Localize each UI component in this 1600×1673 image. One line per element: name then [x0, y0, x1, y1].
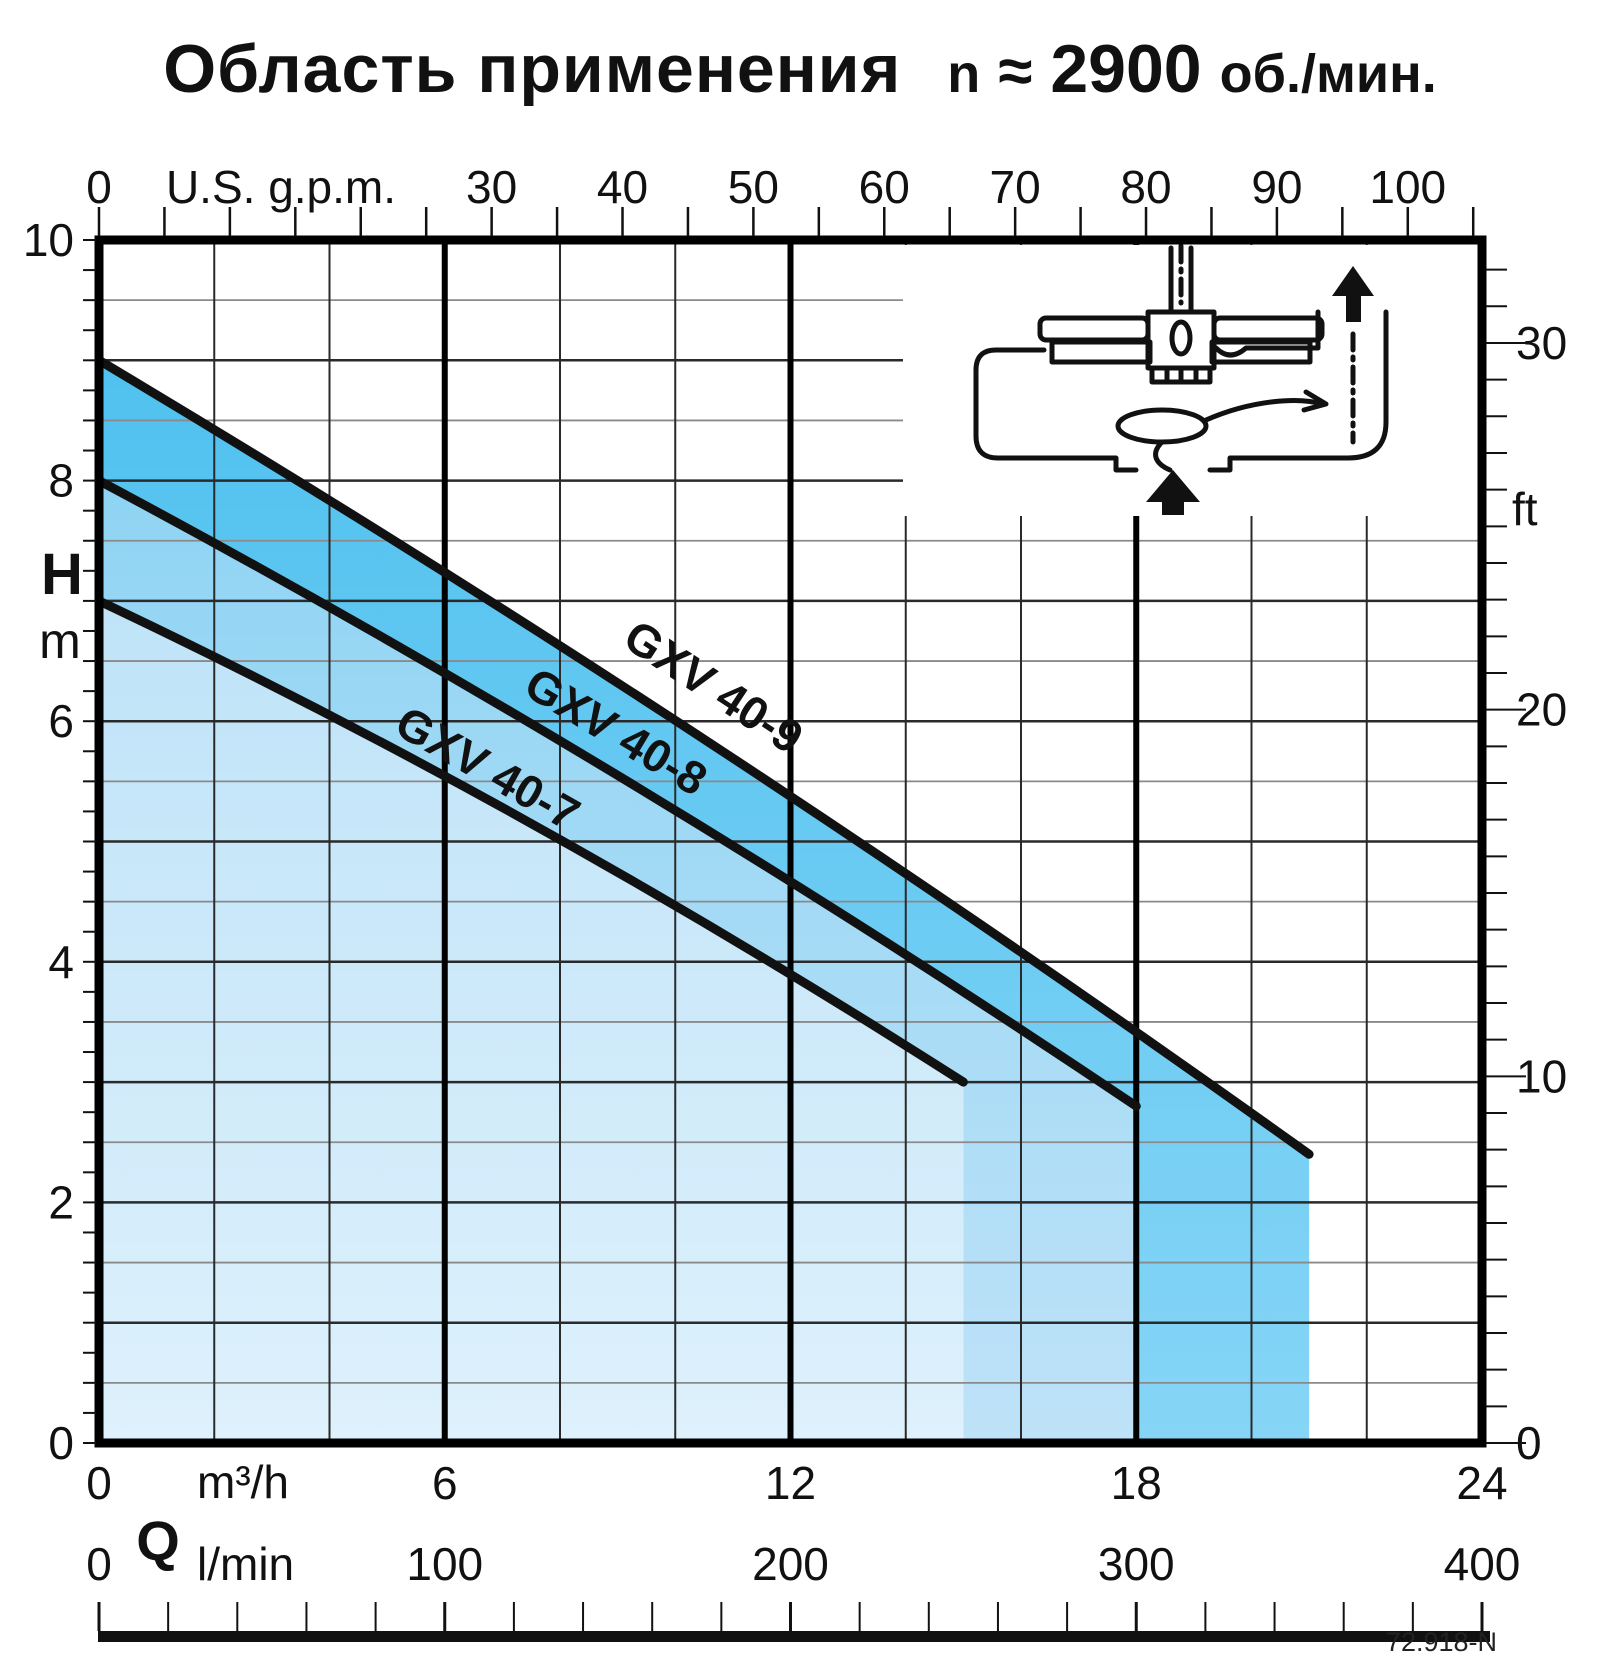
pump-schematic — [903, 243, 1478, 516]
gpm-label: 80 — [1120, 161, 1171, 213]
H-m-label: 4 — [48, 936, 74, 988]
flow-curve — [1203, 398, 1325, 423]
gpm-label: 30 — [466, 161, 517, 213]
H-m-label: 10 — [23, 214, 74, 266]
inlet-arrow-icon — [1146, 470, 1200, 515]
gpm-label: 100 — [1369, 161, 1446, 213]
footer-reference: 72.918-N — [1386, 1627, 1497, 1657]
m3h-label: 24 — [1456, 1457, 1507, 1509]
m3h-label: 12 — [765, 1457, 816, 1509]
left-axis-unit-label: m — [39, 613, 81, 669]
curve-gxv-40-7 — [94, 596, 968, 1087]
ft-label: 20 — [1516, 684, 1567, 736]
plot-border — [94, 235, 1487, 1448]
outlet-arrow-icon — [1332, 266, 1374, 322]
gpm-label: 0 — [86, 161, 112, 213]
gpm-label: 90 — [1251, 161, 1302, 213]
flow-tail — [1153, 439, 1173, 473]
gpm-label: 70 — [990, 161, 1041, 213]
chart-title: Область применения n ≈ 2900 об./мин. — [0, 30, 1600, 108]
bottom-axis-name-Q: Q — [136, 1509, 180, 1572]
title-speed-prefix: n — [947, 44, 981, 104]
lmin-label: 0 — [86, 1538, 112, 1590]
ft-label: 30 — [1516, 317, 1567, 369]
region-fill-gxv-40-9 — [99, 360, 1310, 1443]
lmin-ruler-bar — [98, 1631, 1490, 1642]
lmin-label: 100 — [406, 1538, 483, 1590]
impeller-base — [1149, 365, 1213, 385]
lmin-label: 200 — [752, 1538, 829, 1590]
pump-curves — [94, 355, 1314, 1159]
lmin-label: 400 — [1444, 1538, 1521, 1590]
left-axis-name-label: H — [41, 542, 83, 607]
axis-ticks — [83, 207, 1526, 1642]
pump-tank-right-wall — [1207, 309, 1389, 473]
pump-tank-top-edge — [1213, 309, 1321, 358]
title-speed-units: об./мин. — [1219, 44, 1437, 104]
curve-gxv-40-9 — [94, 355, 1314, 1159]
gridlines — [99, 240, 1482, 1443]
curve-gxv-40-8 — [94, 476, 1141, 1111]
pump-shaft — [1168, 245, 1194, 315]
lmin-label: 300 — [1098, 1538, 1175, 1590]
m3h-label: 0 — [86, 1457, 112, 1509]
gpm-label: 60 — [859, 161, 910, 213]
H-m-label: 2 — [48, 1176, 74, 1228]
H-m-label: 6 — [48, 695, 74, 747]
ft-label: 10 — [1516, 1050, 1567, 1102]
right-axis-unit-label: ft — [1512, 483, 1538, 535]
title-main: Область применения — [163, 31, 902, 107]
ft-label: 0 — [1516, 1417, 1542, 1469]
top-axis-unit-label: U.S. g.p.m. — [166, 161, 396, 213]
H-m-label: 8 — [48, 455, 74, 507]
bottom-axis-unit-m3h: m³/h — [197, 1456, 289, 1508]
m3h-label: 18 — [1111, 1457, 1162, 1509]
gpm-label: 40 — [597, 161, 648, 213]
H-m-label: 0 — [48, 1417, 74, 1469]
flow-arrowhead — [1301, 389, 1329, 413]
gpm-label: 50 — [728, 161, 779, 213]
pump-tank-left-wall — [973, 347, 1139, 473]
bottom-axis-unit-lmin: l/min — [197, 1538, 294, 1590]
title-approx-sign: ≈ — [998, 37, 1033, 106]
title-speed-value: 2900 — [1050, 31, 1202, 107]
m3h-label: 6 — [432, 1457, 458, 1509]
impeller-hub-slot — [1169, 319, 1193, 357]
